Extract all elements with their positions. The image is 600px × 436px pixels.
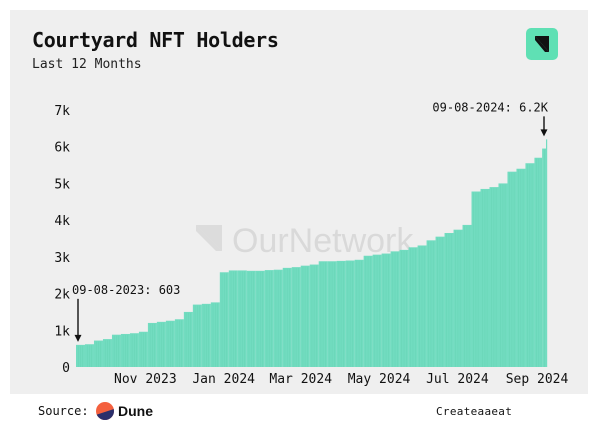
annotation-arrow-head <box>540 129 548 137</box>
bar <box>534 157 543 367</box>
y-tick-label: 6k <box>54 141 70 156</box>
annotation-arrow-head <box>74 334 82 342</box>
x-tick-label: Jul 2024 <box>426 372 489 387</box>
source-label: Source: <box>38 404 89 418</box>
dune-logo-icon <box>96 402 114 420</box>
x-tick-label: May 2024 <box>348 372 411 387</box>
x-tick-label: Jan 2024 <box>192 372 255 387</box>
annotation-label: 09-08-2023: 603 <box>72 283 180 297</box>
bar <box>542 148 546 367</box>
y-tick-label: 0 <box>62 361 70 376</box>
chart-subtitle: Last 12 Months <box>32 57 142 72</box>
credit-text: Createaaeat <box>436 405 513 418</box>
y-tick-label: 1k <box>54 324 70 339</box>
annotation-label: 09-08-2024: 6.2K <box>432 100 548 114</box>
x-tick-label: Sep 2024 <box>506 372 569 387</box>
x-tick-label: Mar 2024 <box>269 372 332 387</box>
y-tick-label: 2k <box>54 288 70 303</box>
y-tick-label: 5k <box>54 177 70 192</box>
x-tick-label: Nov 2023 <box>114 372 177 387</box>
source-name[interactable]: Dune <box>118 403 153 419</box>
y-tick-label: 7k <box>54 104 70 119</box>
y-tick-label: 4k <box>54 214 70 229</box>
bar <box>546 139 548 367</box>
chart-title: Courtyard NFT Holders <box>32 28 279 52</box>
watermark: OurNetwork <box>196 222 414 260</box>
y-tick-label: 3k <box>54 251 70 266</box>
slash-logo-icon <box>526 28 558 60</box>
